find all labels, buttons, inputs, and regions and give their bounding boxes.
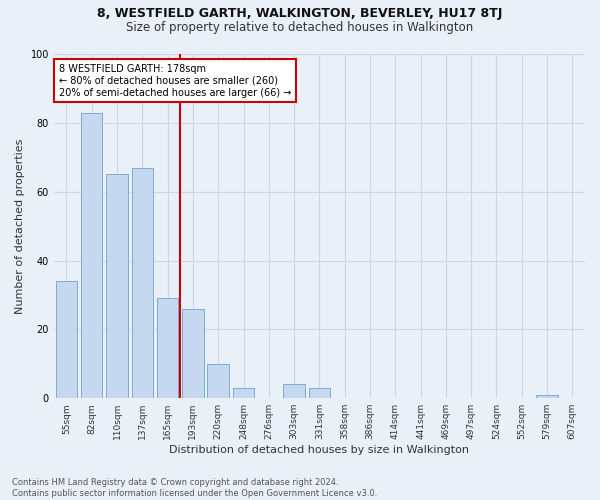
Bar [208, 364, 229, 398]
Bar [81, 112, 103, 398]
Text: 8, WESTFIELD GARTH, WALKINGTON, BEVERLEY, HU17 8TJ: 8, WESTFIELD GARTH, WALKINGTON, BEVERLEY… [97, 8, 503, 20]
Text: Contains HM Land Registry data © Crown copyright and database right 2024.
Contai: Contains HM Land Registry data © Crown c… [12, 478, 377, 498]
Bar [56, 281, 77, 398]
Text: Size of property relative to detached houses in Walkington: Size of property relative to detached ho… [127, 21, 473, 34]
Bar [536, 395, 558, 398]
Bar [283, 384, 305, 398]
Text: 8 WESTFIELD GARTH: 178sqm
← 80% of detached houses are smaller (260)
20% of semi: 8 WESTFIELD GARTH: 178sqm ← 80% of detac… [59, 64, 292, 98]
Bar [157, 298, 178, 398]
Y-axis label: Number of detached properties: Number of detached properties [15, 138, 25, 314]
Bar [131, 168, 153, 398]
X-axis label: Distribution of detached houses by size in Walkington: Distribution of detached houses by size … [169, 445, 469, 455]
Bar [182, 308, 203, 398]
Bar [308, 388, 330, 398]
Bar [106, 174, 128, 398]
Bar [233, 388, 254, 398]
